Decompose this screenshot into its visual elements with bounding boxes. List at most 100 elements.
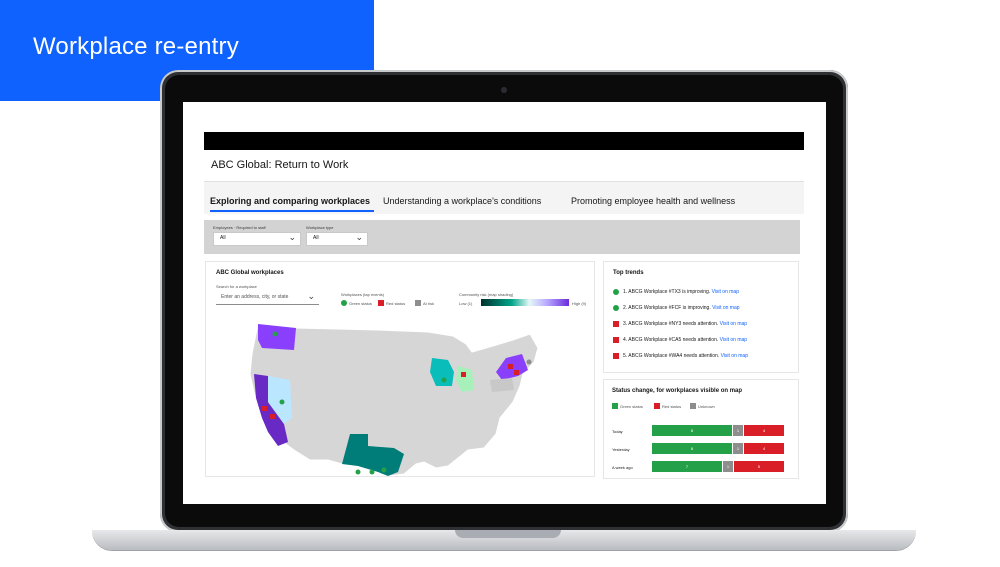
workplace-marker-nv: [279, 399, 285, 405]
green-status-icon: [613, 289, 619, 295]
trend-item: 5. ABCG Workplace #WA4 needs attention. …: [613, 351, 795, 361]
workplace-marker-tx1: [355, 469, 361, 475]
green-segment: 7: [652, 461, 722, 472]
laptop-screen: ABC Global: Return to Work Exploring and…: [183, 102, 826, 504]
status-change-title: Status change, for workplaces visible on…: [612, 388, 743, 394]
red-status-legend-icon: [654, 403, 660, 409]
trend-message: 5. ABCG Workplace #WA4 needs attention.: [623, 353, 720, 359]
employees-select-value: All: [220, 235, 226, 241]
legend-red-label: Red status: [662, 404, 682, 409]
laptop-base: [92, 530, 916, 550]
legend-green-label: Green status: [349, 301, 372, 306]
red-segment: 4: [744, 425, 784, 436]
tab-promoting[interactable]: Promoting employee health and wellness: [571, 196, 736, 206]
tab-exploring[interactable]: Exploring and comparing workplaces: [210, 196, 371, 206]
laptop-notch: [455, 530, 561, 538]
trend-text: 2. ABCG Workplace #FCF is improving. Vis…: [623, 305, 740, 311]
green-segment: 8: [652, 443, 732, 454]
workplace-marker-ca1: [262, 406, 267, 411]
state-pennsylvania: [490, 378, 514, 392]
legend-green-label: Green status: [620, 404, 643, 409]
trend-message: 2. ABCG Workplace #FCF is improving.: [623, 305, 711, 311]
chevron-down-icon: ⌄: [288, 232, 296, 242]
red-status-icon: [613, 353, 619, 359]
state-wisconsin: [430, 358, 454, 386]
workplace-marker-wa: [272, 331, 278, 337]
us-map[interactable]: [238, 314, 568, 476]
status-change-card: Status change, for workplaces visible on…: [604, 380, 798, 478]
red-status-legend-icon: [378, 300, 384, 306]
workplace-marker-tx2: [369, 469, 375, 475]
workplace-type-select[interactable]: All ⌄: [306, 232, 368, 246]
workplaces-map-card: ABC Global workplaces Search for a workp…: [206, 262, 594, 476]
visit-on-map-link[interactable]: Visit on map: [712, 305, 740, 311]
green-status-legend-icon: [612, 403, 618, 409]
workplace-marker-ne: [526, 359, 532, 365]
filter-bar: Employees · Required to staff All ⌄ Work…: [204, 220, 800, 254]
visit-on-map-link[interactable]: Visit on map: [720, 353, 748, 359]
trend-text: 5. ABCG Workplace #WA4 needs attention. …: [623, 353, 748, 359]
green-status-legend-icon: [341, 300, 347, 306]
trend-item: 3. ABCG Workplace #NY3 needs attention. …: [613, 319, 795, 329]
state-washington: [258, 324, 296, 350]
trend-text: 4. ABCG Workplace #CA5 needs attention. …: [623, 337, 747, 343]
trend-message: 1. ABCG Workplace #TX3 is improving.: [623, 289, 711, 295]
map-card-title: ABC Global workplaces: [216, 270, 284, 276]
trend-item: 1. ABCG Workplace #TX3 is improving. Vis…: [613, 287, 795, 297]
workplace-marker-wi: [441, 377, 447, 383]
divider: [204, 181, 804, 182]
tab-bar: Exploring and comparing workplaces Under…: [204, 182, 804, 214]
workplace-marker-mi: [461, 372, 466, 377]
employees-select[interactable]: All ⌄: [213, 232, 301, 246]
trend-item: 2. ABCG Workplace #FCF is improving. Vis…: [613, 303, 795, 313]
visit-on-map-link[interactable]: Visit on map: [719, 337, 748, 343]
state-california: [254, 374, 288, 446]
workplace-type-select-value: All: [313, 235, 319, 241]
active-tab-indicator: [210, 210, 374, 212]
camera-icon: [501, 87, 507, 93]
row-label-week-ago: A week ago: [612, 465, 633, 470]
state-michigan: [456, 366, 474, 392]
green-segment: 8: [652, 425, 732, 436]
filter-label-employees: Employees · Required to staff: [213, 225, 266, 230]
search-placeholder: Enter an address, city, or state: [221, 294, 289, 300]
banner-title: Workplace re-entry: [33, 33, 239, 60]
tab-understanding[interactable]: Understanding a workplace's conditions: [383, 196, 542, 206]
trend-text: 3. ABCG Workplace #NY3 needs attention. …: [623, 321, 747, 327]
trend-message: 3. ABCG Workplace #NY3 needs attention.: [623, 321, 719, 327]
visit-on-map-link[interactable]: Visit on map: [711, 289, 739, 295]
trend-item: 4. ABCG Workplace #CA5 needs attention. …: [613, 335, 795, 345]
workplace-marker-ny2: [514, 370, 519, 375]
map-legend-status-title: Workplaces (tap events): [341, 292, 385, 297]
row-label-today: Today: [612, 429, 623, 434]
chevron-down-icon: ⌄: [307, 291, 315, 301]
app-title: ABC Global: Return to Work: [211, 159, 349, 171]
visit-on-map-link[interactable]: Visit on map: [719, 321, 748, 327]
red-segment: 4: [744, 443, 784, 454]
unknown-legend-icon: [690, 403, 696, 409]
legend-red-label: Red status: [386, 301, 406, 306]
legend-unknown-label: Unknown: [698, 404, 715, 409]
trend-message: 4. ABCG Workplace #CA5 needs attention.: [623, 337, 719, 343]
top-trends-card: Top trends 1. ABCG Workplace #TX3 is imp…: [604, 262, 798, 372]
red-status-icon: [613, 321, 619, 327]
top-bar: [204, 132, 804, 150]
red-segment: 5: [734, 461, 784, 472]
scale-low-label: Low (1): [459, 301, 473, 306]
risk-color-scale: [481, 299, 569, 306]
row-label-yesterday: Yesterday: [612, 447, 630, 452]
red-status-icon: [613, 337, 619, 343]
workplace-search-input[interactable]: Enter an address, city, or state ⌄: [216, 291, 319, 305]
workplace-marker-ca2: [270, 414, 275, 419]
state-nevada: [268, 376, 292, 424]
legend-at-risk-label: At risk: [423, 301, 435, 306]
chevron-down-icon: ⌄: [355, 232, 363, 242]
unknown-segment: 1: [733, 443, 743, 454]
filter-label-workplace-type: Workplace type: [306, 225, 334, 230]
workplace-marker-tx3: [381, 467, 387, 473]
green-status-icon: [613, 305, 619, 311]
at-risk-legend-icon: [415, 300, 421, 306]
